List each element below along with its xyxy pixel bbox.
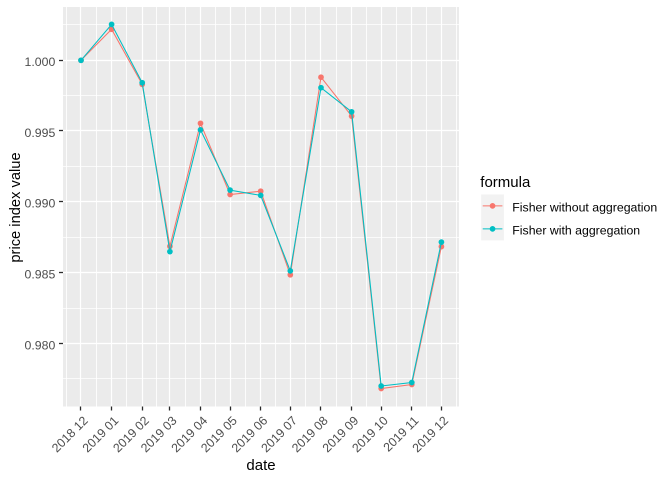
svg-text:0.980: 0.980 xyxy=(25,338,56,352)
svg-text:1.000: 1.000 xyxy=(25,55,56,69)
svg-text:Fisher with aggregation: Fisher with aggregation xyxy=(512,224,640,238)
svg-text:formula: formula xyxy=(480,174,531,191)
svg-text:0.995: 0.995 xyxy=(25,126,56,140)
svg-text:price index value: price index value xyxy=(8,152,24,262)
svg-text:Fisher without aggregation: Fisher without aggregation xyxy=(512,201,657,215)
svg-text:0.985: 0.985 xyxy=(25,267,56,281)
svg-text:date: date xyxy=(246,457,275,474)
svg-text:0.990: 0.990 xyxy=(25,197,56,211)
